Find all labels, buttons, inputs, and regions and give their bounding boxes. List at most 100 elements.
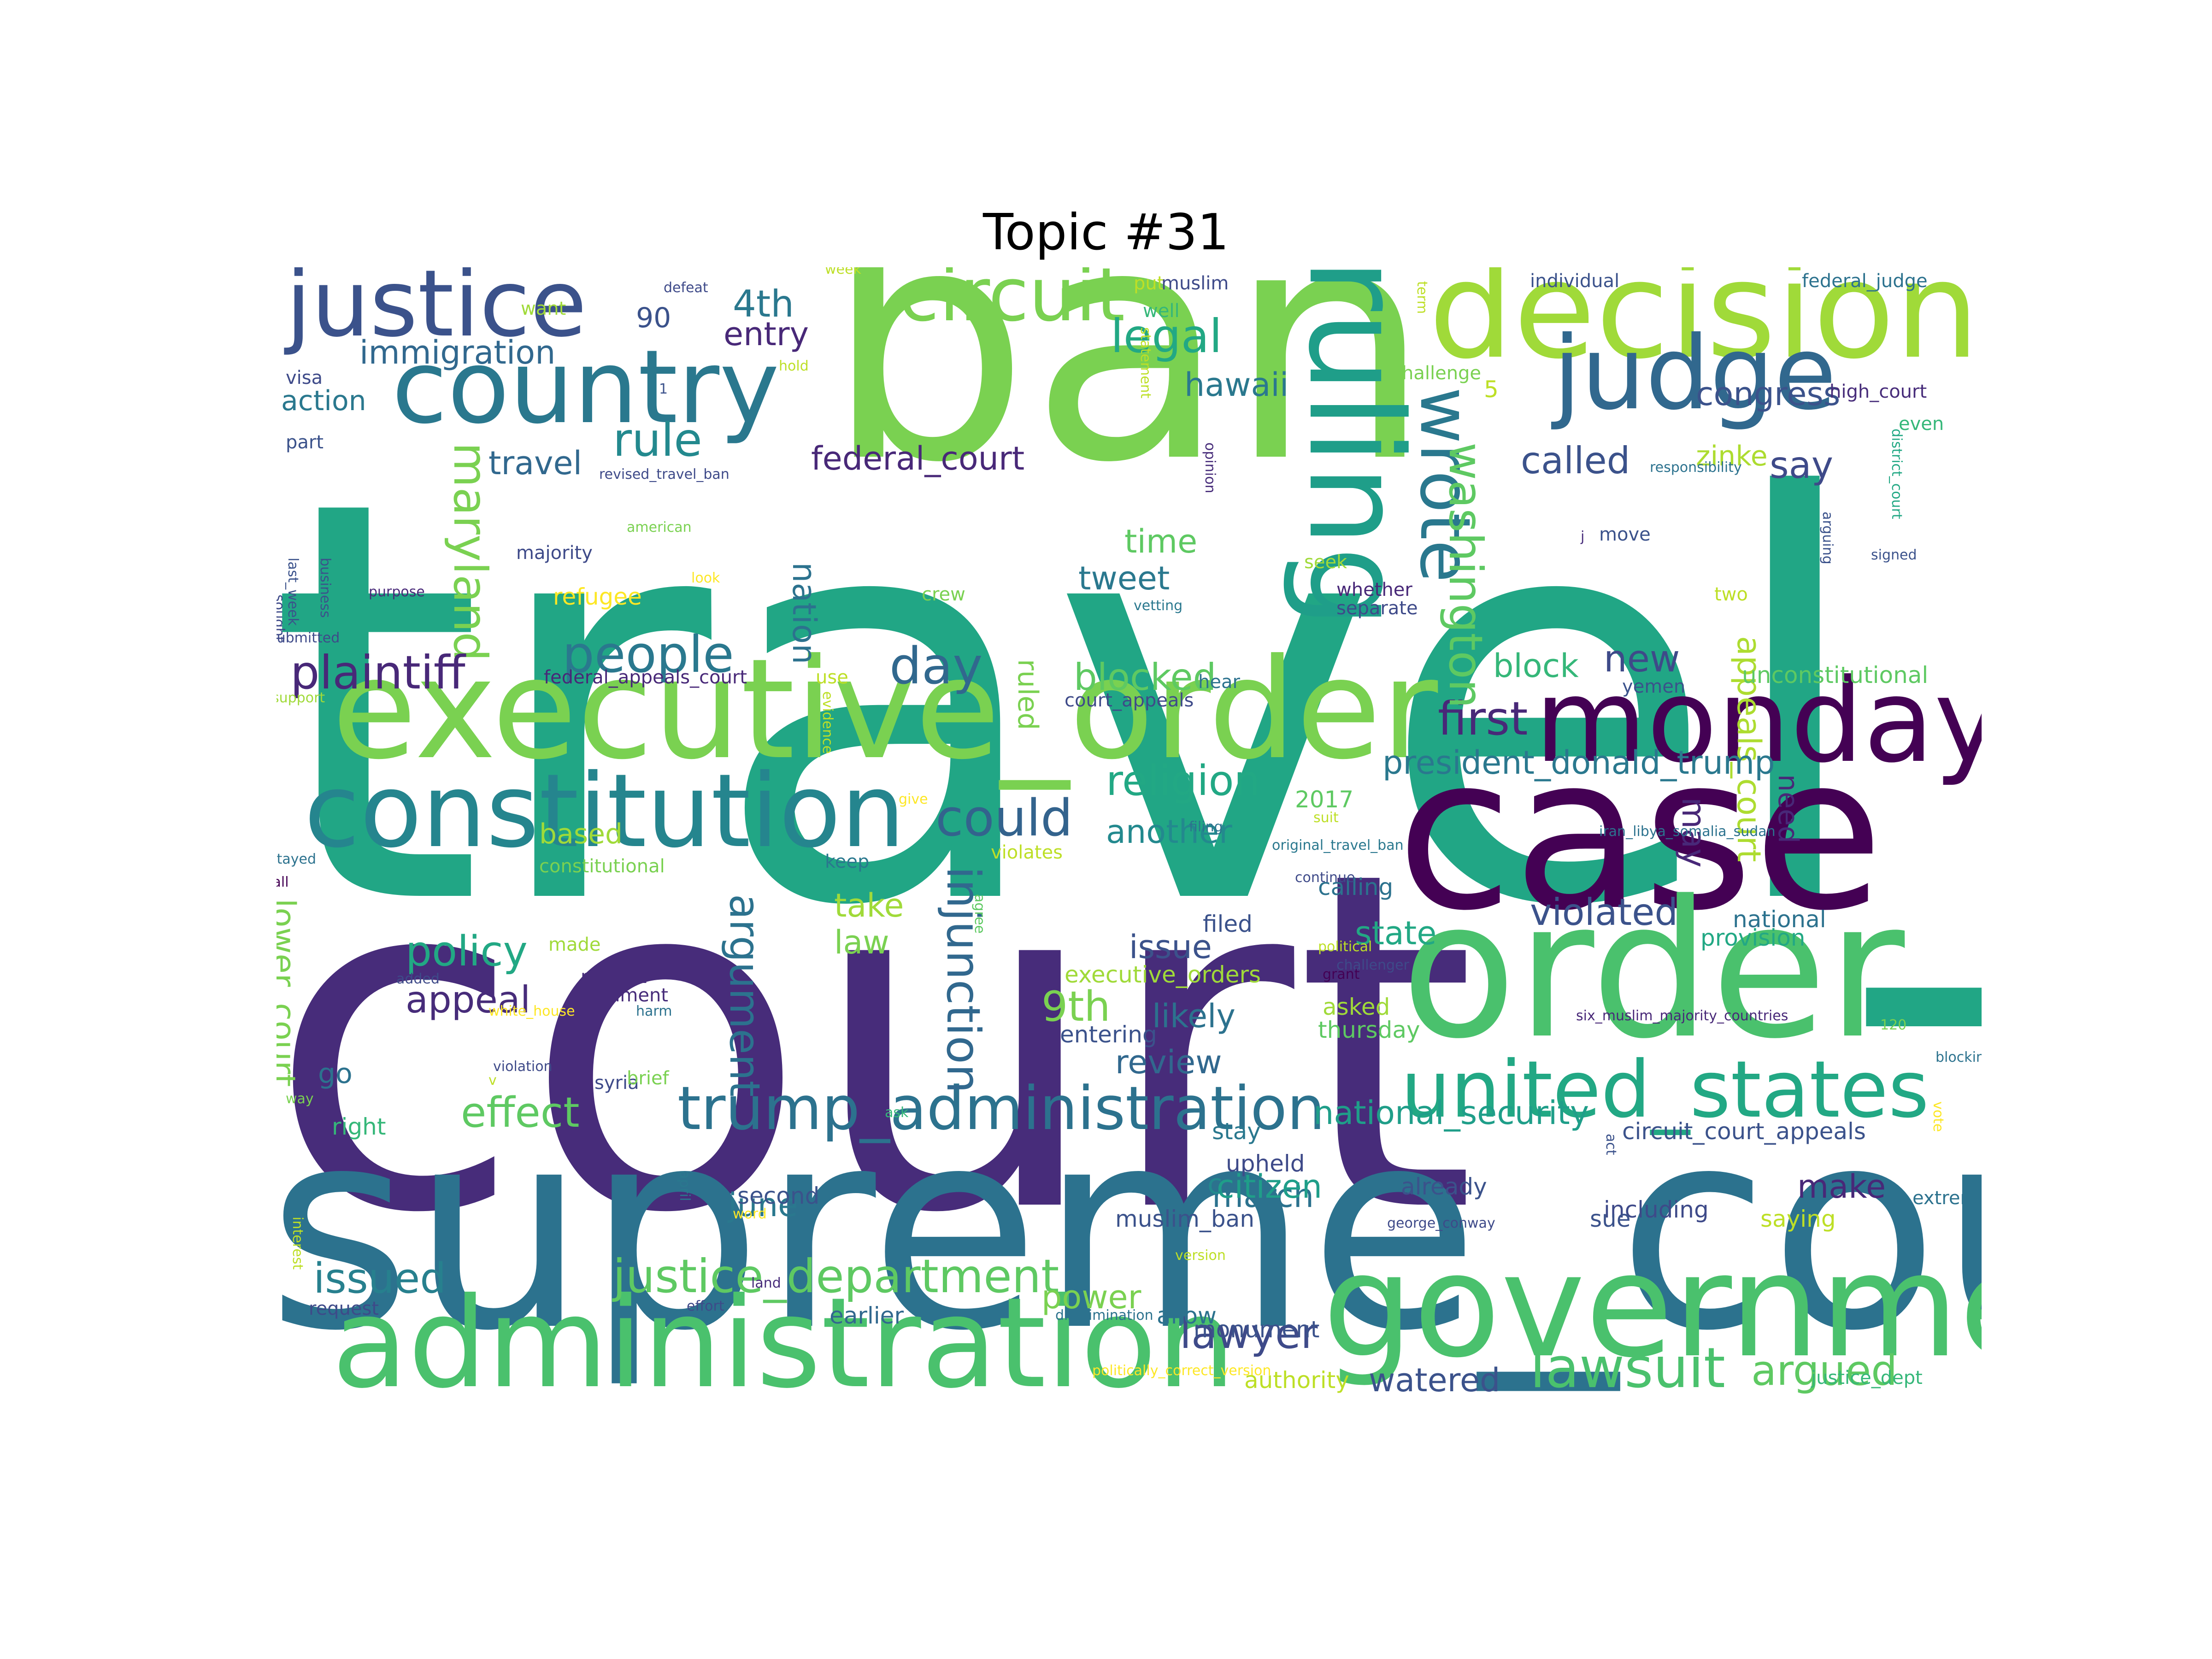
word-go: go: [318, 1058, 353, 1090]
word-circuit: circuit: [899, 267, 1125, 338]
word-time: time: [1124, 523, 1198, 560]
word-whether: whether: [1336, 579, 1412, 600]
word-citizen: citizen: [1217, 1168, 1323, 1206]
word-say: say: [1770, 444, 1834, 487]
word-constitution: constitution: [304, 752, 906, 870]
word-action: action: [281, 385, 366, 417]
word-policy: policy: [406, 927, 528, 976]
word-90: 90: [636, 302, 671, 334]
word-travel: travel: [488, 444, 582, 482]
word-violated: violated: [1530, 891, 1678, 934]
word-judge: judge: [1553, 314, 1837, 432]
word-sue: sue: [1590, 1206, 1631, 1232]
word-lawsuit: lawsuit: [1530, 1336, 1725, 1400]
word-hawaii: hawaii: [1184, 366, 1289, 404]
word-vetting: vetting: [1134, 598, 1183, 614]
word-grant: grant: [1323, 966, 1360, 982]
word-new: new: [1604, 637, 1680, 680]
word-term: term: [1414, 281, 1430, 314]
word-blocked: blocked: [1074, 656, 1217, 699]
word-defeat: defeat: [664, 280, 708, 296]
word-rule: rule: [613, 413, 702, 467]
word-harm: harm: [636, 1003, 672, 1019]
word-argued: argued: [1751, 1347, 1898, 1395]
word-majority: majority: [516, 542, 593, 564]
word-made: made: [548, 934, 601, 955]
word-revised-travel-ban: revised_travel_ban: [599, 466, 729, 482]
word-executive-order: executive_order: [332, 629, 1438, 790]
word-last-week: last_week: [285, 558, 301, 626]
word-syria: syria: [594, 1072, 639, 1094]
word-constitutional: constitutional: [539, 856, 665, 877]
word-including: including: [1604, 1196, 1709, 1223]
word-trump-administration: trump_administration: [677, 1073, 1325, 1143]
word-9th: 9th: [1041, 982, 1111, 1031]
word-filing: filing: [1189, 819, 1223, 835]
word-thursday: thursday: [1318, 1017, 1420, 1043]
figure-title: Topic #31: [983, 204, 1229, 261]
word-move: move: [1599, 524, 1651, 545]
word-agree: agree: [971, 894, 988, 934]
word-protect: protect: [581, 966, 647, 988]
word-hear: hear: [1198, 671, 1240, 693]
word-april: april: [677, 1171, 693, 1201]
word-immigration: immigration: [359, 334, 556, 371]
word-entry: entry: [724, 315, 809, 353]
word-challenge: challenge: [1392, 363, 1482, 384]
word-allow: allow: [1157, 1302, 1217, 1329]
word-continue: continue: [1295, 870, 1355, 886]
word-iran-libya-somalia-sudan: iran_libya_somalia_sudan: [1599, 824, 1776, 840]
word-5: 5: [1484, 376, 1499, 403]
word-want: want: [521, 298, 566, 319]
word-yemen: yemen: [1622, 676, 1686, 697]
word-call: call: [276, 874, 289, 890]
word-justice: justice: [286, 267, 587, 358]
word-watered: watered: [1369, 1361, 1500, 1399]
word-court-appeals: court_appeals: [1065, 690, 1194, 711]
word-issued: issued: [313, 1254, 447, 1303]
word-land: land: [751, 1275, 781, 1291]
word-give: give: [899, 791, 928, 807]
word-evidence: evidence: [819, 691, 835, 754]
word-purpose: purpose: [369, 584, 425, 600]
word-muslim-ban: muslim_ban: [1115, 1206, 1255, 1232]
word-way: way: [286, 1091, 314, 1107]
word-provision: provision: [1700, 924, 1806, 951]
word-national-security: national_security: [1313, 1094, 1589, 1132]
word-power: power: [1041, 1278, 1141, 1316]
word-4th: 4th: [733, 282, 794, 325]
word-c: c: [1207, 1168, 1223, 1200]
word-right: right: [332, 1113, 386, 1140]
word-1: 1: [659, 381, 668, 397]
word-upheld: upheld: [1226, 1150, 1305, 1177]
word-violation: violation: [493, 1059, 553, 1075]
word-extreme-vetting: extreme_vetting: [1912, 1188, 1982, 1209]
word-zinke: zinke: [1696, 440, 1768, 472]
word-circuit-court-appeals: circuit_court_appeals: [1622, 1118, 1866, 1145]
word-argument: argument: [720, 894, 769, 1097]
word-entering: entering: [1060, 1021, 1157, 1048]
word-seek: seek: [1304, 552, 1347, 573]
word-asked: asked: [1323, 994, 1390, 1020]
word-effort: effort: [687, 1298, 724, 1314]
word-filed: filed: [1203, 911, 1253, 937]
word-earlier: earlier: [830, 1302, 904, 1329]
word-decision: decision: [1429, 267, 1980, 388]
word-brief: brief: [627, 1068, 669, 1089]
word-federal-judge: federal_judge: [1802, 271, 1928, 292]
word-government: government: [1323, 1223, 1982, 1389]
word-submitted: submitted: [276, 630, 340, 646]
word-cloud: travel_bancourtsupreme_court ban caseorder…: [276, 267, 1982, 1419]
word-supreme-court: supreme_court: [276, 1069, 1982, 1391]
word-law: law: [834, 924, 889, 961]
word-visa: visa: [286, 367, 323, 388]
word-political: political: [1318, 939, 1372, 955]
word-could: could: [935, 788, 1073, 847]
word-people: people: [562, 625, 734, 684]
word-look: look: [691, 570, 720, 586]
word-blocking: blocking: [1936, 1049, 1982, 1065]
word-six-muslim-majority-countries: six_muslim_majority_countries: [1576, 1008, 1788, 1024]
word-comment: comment: [581, 985, 669, 1006]
word-arguing: arguing: [1819, 512, 1835, 565]
word-authority: authority: [1244, 1367, 1349, 1394]
